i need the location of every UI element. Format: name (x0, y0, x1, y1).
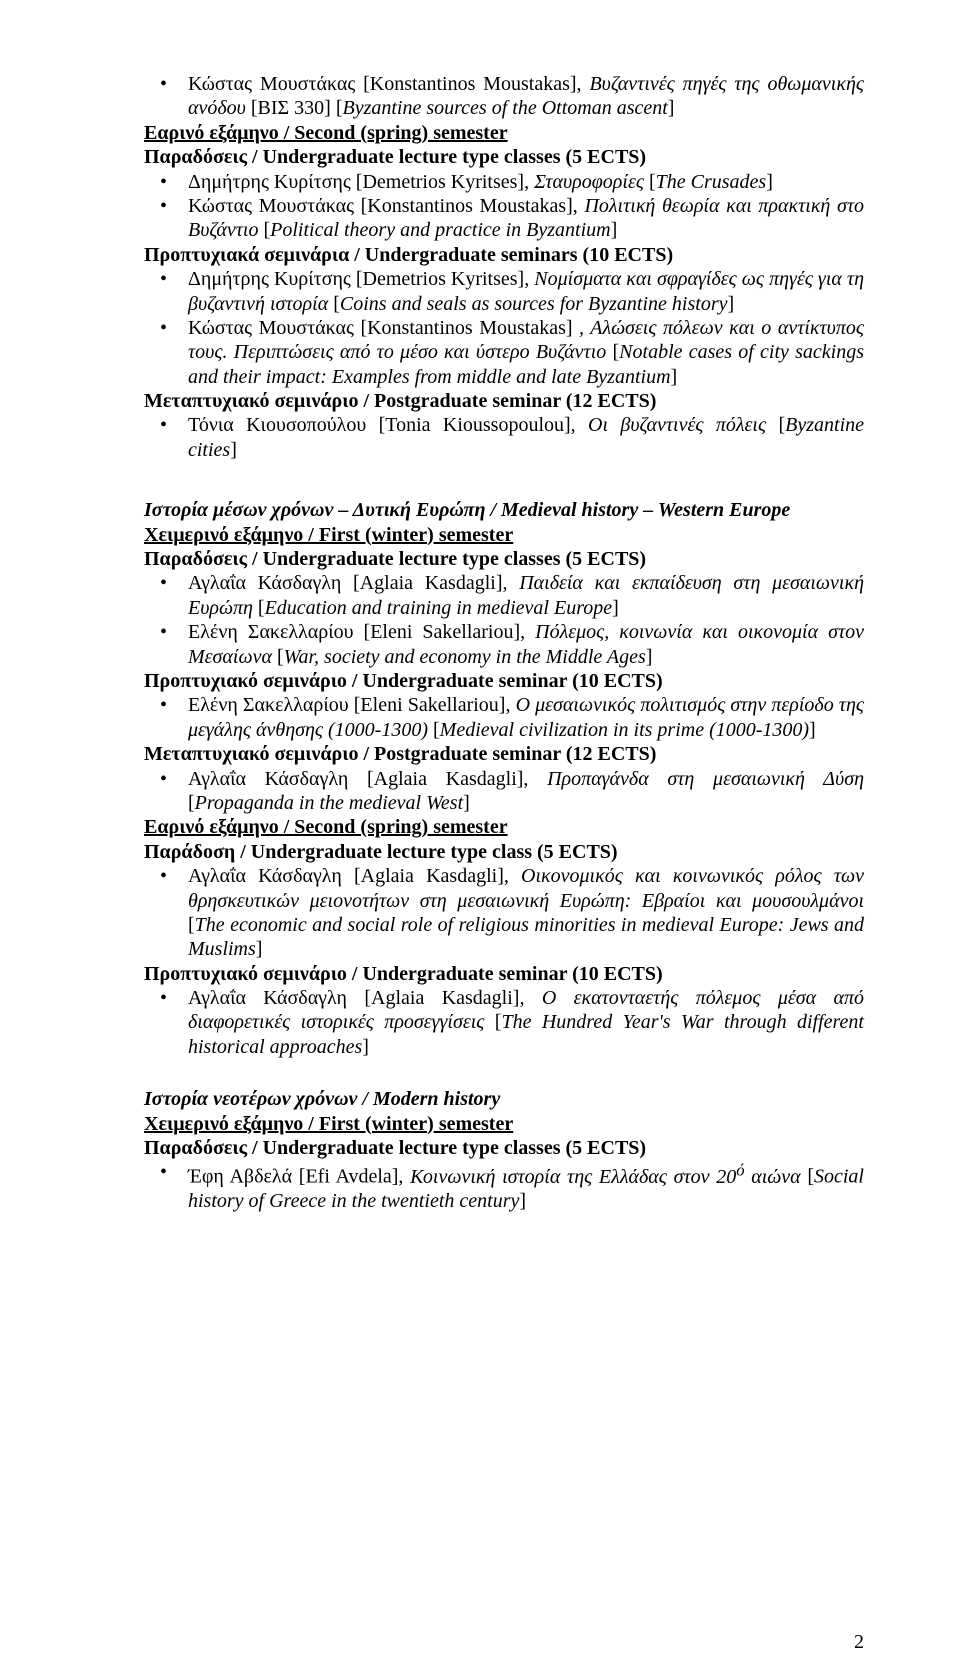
list-item: Αγλαΐα Κάσδαγλη [Aglaia Kasdagli], Παιδε… (144, 571, 864, 620)
section-heading: Παραδόσεις / Undergraduate lecture type … (144, 547, 864, 571)
list-item: Κώστας Μουστάκας [Konstantinos Moustakas… (144, 72, 864, 121)
discipline-heading: Ιστορία μέσων χρόνων – Δυτική Ευρώπη / M… (144, 498, 864, 522)
semester-heading: Εαρινό εξάμηνο / Second (spring) semeste… (144, 815, 864, 839)
list-item: Έφη Αβδελά [Efi Avdela], Κοινωνική ιστορ… (144, 1160, 864, 1213)
section-heading: Μεταπτυχιακό σεμινάριο / Postgraduate se… (144, 389, 864, 413)
section-heading: Μεταπτυχιακό σεμινάριο / Postgraduate se… (144, 742, 864, 766)
lecture-list: Έφη Αβδελά [Efi Avdela], Κοινωνική ιστορ… (144, 1160, 864, 1213)
section-heading: Παραδόσεις / Undergraduate lecture type … (144, 145, 864, 169)
semester-heading: Χειμερινό εξάμηνο / First (winter) semes… (144, 1112, 864, 1136)
semester-heading: Χειμερινό εξάμηνο / First (winter) semes… (144, 523, 864, 547)
discipline-heading: Ιστορία νεοτέρων χρόνων / Modern history (144, 1087, 864, 1111)
list-item: Δημήτρης Κυρίτσης [Demetrios Kyritses], … (144, 267, 864, 316)
section-heading: Προπτυχιακό σεμινάριο / Undergraduate se… (144, 669, 864, 693)
top-continuation-list: Κώστας Μουστάκας [Konstantinos Moustakas… (144, 72, 864, 121)
postgrad-list: Τόνια Κιουσοπούλου [Tonia Kioussopoulou]… (144, 413, 864, 462)
page-number: 2 (854, 1630, 864, 1654)
list-item: Δημήτρης Κυρίτσης [Demetrios Kyritses], … (144, 170, 864, 194)
list-item: Κώστας Μουστάκας [Konstantinos Moustakas… (144, 316, 864, 389)
list-item: Ελένη Σακελλαρίου [Eleni Sakellariou], Ο… (144, 693, 864, 742)
seminar-list: Αγλαΐα Κάσδαγλη [Aglaia Kasdagli], Ο εκα… (144, 986, 864, 1059)
seminar-list: Δημήτρης Κυρίτσης [Demetrios Kyritses], … (144, 267, 864, 389)
list-item: Τόνια Κιουσοπούλου [Tonia Kioussopoulou]… (144, 413, 864, 462)
section-heading: Παραδόσεις / Undergraduate lecture type … (144, 1136, 864, 1160)
lecture-list: Δημήτρης Κυρίτσης [Demetrios Kyritses], … (144, 170, 864, 243)
list-item: Ελένη Σακελλαρίου [Eleni Sakellariou], Π… (144, 620, 864, 669)
postgrad-list: Αγλαΐα Κάσδαγλη [Aglaia Kasdagli], Προπα… (144, 767, 864, 816)
section-heading: Παράδοση / Undergraduate lecture type cl… (144, 840, 864, 864)
list-item: Αγλαΐα Κάσδαγλη [Aglaia Kasdagli], Ο εκα… (144, 986, 864, 1059)
list-item: Κώστας Μουστάκας [Konstantinos Moustakas… (144, 194, 864, 243)
lecture-list: Αγλαΐα Κάσδαγλη [Aglaia Kasdagli], Οικον… (144, 864, 864, 962)
lecture-list: Αγλαΐα Κάσδαγλη [Aglaia Kasdagli], Παιδε… (144, 571, 864, 669)
list-item: Αγλαΐα Κάσδαγλη [Aglaia Kasdagli], Οικον… (144, 864, 864, 962)
list-item: Αγλαΐα Κάσδαγλη [Aglaia Kasdagli], Προπα… (144, 767, 864, 816)
seminar-list: Ελένη Σακελλαρίου [Eleni Sakellariou], Ο… (144, 693, 864, 742)
semester-heading: Εαρινό εξάμηνο / Second (spring) semeste… (144, 121, 864, 145)
section-heading: Προπτυχιακό σεμινάριο / Undergraduate se… (144, 962, 864, 986)
section-heading: Προπτυχιακά σεμινάρια / Undergraduate se… (144, 243, 864, 267)
